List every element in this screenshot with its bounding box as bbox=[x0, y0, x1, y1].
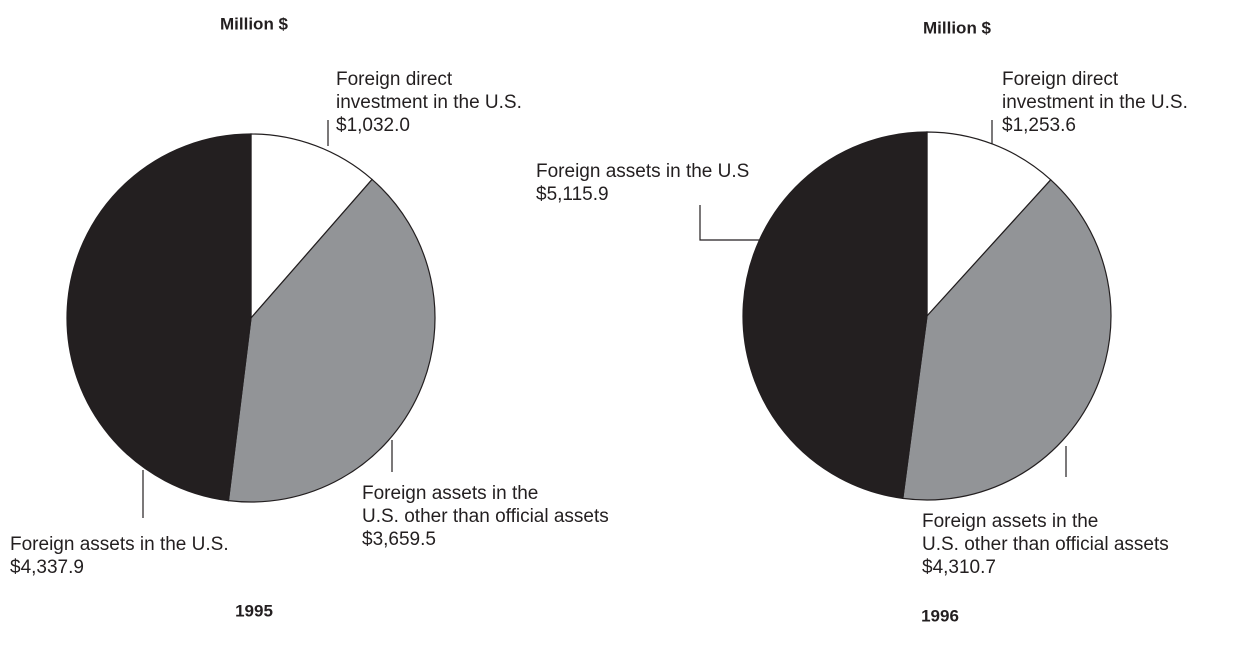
slice-label: investment in the U.S. bbox=[336, 92, 522, 113]
slice-label: Foreign assets in the bbox=[922, 511, 1098, 532]
slice-label: Foreign assets in the bbox=[362, 483, 538, 504]
leader-line bbox=[699, 205, 760, 241]
chart-title: Million $ bbox=[923, 18, 992, 37]
value-label: $4,337.9 bbox=[10, 557, 84, 578]
slice-label: Foreign assets in the U.S. bbox=[10, 534, 229, 555]
slice-label: U.S. other than official assets bbox=[922, 534, 1169, 555]
pie-slice bbox=[926, 131, 1052, 318]
chart-title: Million $ bbox=[220, 14, 289, 33]
x-axis-label: 1996 bbox=[921, 606, 959, 625]
slice-label: investment in the U.S. bbox=[1002, 92, 1188, 113]
slice-label: U.S. other than official assets bbox=[362, 506, 609, 527]
value-label: $4,310.7 bbox=[922, 557, 996, 578]
pie bbox=[742, 131, 1112, 501]
value-label: $1,253.6 bbox=[1002, 115, 1076, 136]
x-axis-label: 1995 bbox=[235, 601, 273, 620]
pie-slice bbox=[250, 133, 373, 320]
value-label: $1,032.0 bbox=[336, 115, 410, 136]
pie-slice bbox=[227, 178, 436, 503]
value-label: $3,659.5 bbox=[362, 529, 436, 550]
slice-label: Foreign assets in the U.S bbox=[536, 161, 749, 182]
pie-slice bbox=[902, 178, 1112, 501]
slice-label: Foreign direct bbox=[336, 69, 453, 90]
pie-slice bbox=[66, 133, 252, 502]
slice-label: Foreign direct bbox=[1002, 69, 1119, 90]
pie bbox=[66, 133, 436, 503]
leader-lines bbox=[142, 120, 1067, 518]
pie-slice bbox=[742, 131, 928, 500]
value-label: $5,115.9 bbox=[536, 184, 609, 205]
